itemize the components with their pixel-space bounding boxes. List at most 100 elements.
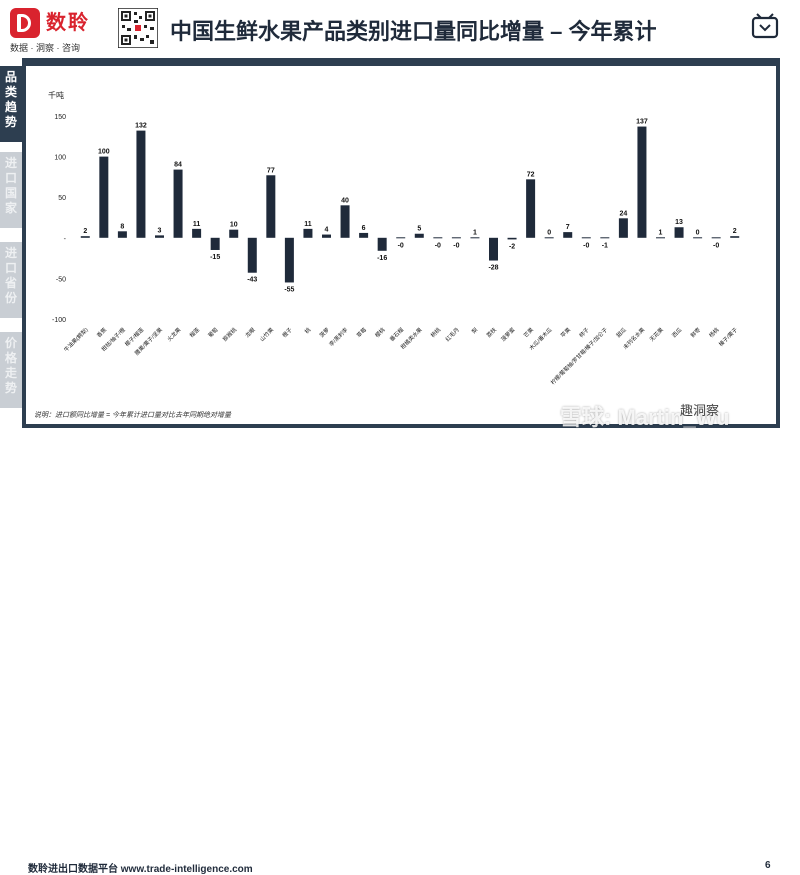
footer-platform-text[interactable]: 数聆进出口数据平台 www.trade-intelligence.com: [28, 864, 253, 875]
category-label: 红毛丹: [443, 325, 461, 343]
bar-value-label: 0: [696, 229, 700, 236]
side-tabs: 品类趋势 进口国家 进口省份 价格走势: [0, 66, 22, 428]
y-tick-label: 150: [54, 114, 66, 121]
value-labels-group: 2100813238411-1510-4377-55114406-16-05-0…: [83, 119, 736, 294]
category-label: 李/黑刺李: [327, 325, 350, 348]
bar-value-label: 8: [120, 223, 124, 230]
category-label: 牛油果(鳄梨): [62, 326, 90, 354]
bar: [618, 218, 628, 238]
y-axis-label: 千吨: [48, 90, 64, 100]
bar-value-label: -15: [210, 254, 220, 261]
category-label: 甜瓜: [614, 325, 628, 339]
bag-logo-icon: [751, 13, 779, 39]
y-axis-ticks: 150 100 50 - -50 -100: [52, 114, 67, 324]
header: 数聆 数据 · 洞察 · 咨询 中国生鲜水果产品类别进口量同比增量 – 今年累计: [0, 0, 800, 58]
bar-value-label: 4: [325, 227, 329, 234]
snowball-watermark: 雪球: Martin_Wu: [560, 405, 730, 430]
bar: [396, 237, 406, 239]
bar: [526, 179, 536, 238]
bar: [507, 237, 517, 240]
category-label: 西瓜: [671, 326, 684, 339]
bar: [377, 237, 387, 251]
bar-value-label: 2: [83, 228, 87, 235]
bar: [563, 232, 573, 238]
y-tick-label: -100: [52, 317, 66, 324]
bar-value-label: 72: [527, 171, 535, 178]
category-label: 菠萝: [317, 325, 331, 339]
qr-code-icon: [118, 8, 158, 48]
category-label: 菠萝蜜: [499, 325, 517, 343]
bar: [303, 228, 313, 238]
category-labels-group: 牛油果(鳄梨) 香蕉柑桔/柚子/橙椰子/榴莲腰果/栗子/坚果 火龙果 榴莲 葡萄 猕猴桃龙…: [62, 325, 739, 386]
bar-value-label: -0: [583, 242, 589, 249]
bar-value-label: -16: [377, 255, 387, 262]
brand-name: 数聆: [46, 12, 90, 34]
bar-value-label: 77: [267, 167, 275, 174]
bar: [451, 237, 461, 239]
bar-value-label: 11: [193, 221, 201, 228]
brand-logo-icon: [10, 8, 40, 38]
bar: [656, 237, 665, 239]
bar: [247, 237, 257, 273]
category-label: 无花果: [648, 325, 666, 343]
side-tab-price-trend[interactable]: 价格走势: [0, 332, 22, 408]
bar-value-label: 100: [98, 149, 110, 156]
category-label: 火龙果: [165, 325, 183, 343]
category-label: 榴莲: [188, 325, 202, 339]
bar: [489, 237, 498, 261]
bar-value-label: -0: [713, 242, 719, 249]
bar-value-label: 13: [675, 219, 683, 226]
bar-value-label: 11: [304, 221, 312, 228]
category-label: 鲜枣: [689, 325, 703, 339]
category-label: 桃: [303, 325, 313, 335]
category-label: 香蕉: [95, 325, 109, 339]
side-tab-import-country[interactable]: 进口国家: [0, 152, 22, 228]
bar-value-label: 2: [733, 228, 737, 235]
bar: [470, 237, 480, 239]
y-tick-label: 50: [58, 195, 66, 202]
category-label: 芒果: [522, 325, 536, 339]
bar-value-label: 5: [417, 226, 421, 233]
side-tab-import-province[interactable]: 进口省份: [0, 242, 22, 318]
bar: [600, 237, 610, 239]
bar-value-label: 40: [341, 197, 349, 204]
y-tick-label: -50: [56, 276, 66, 283]
page-number: 6: [765, 860, 771, 871]
bar-value-label: -2: [509, 243, 515, 250]
bar: [433, 237, 443, 239]
channel-watermark: 趣洞察: [680, 403, 720, 418]
category-label: 番石榴: [388, 325, 406, 343]
category-label: 草莓: [355, 325, 369, 339]
category-label: 樱桃: [373, 325, 387, 339]
bar: [192, 228, 202, 238]
bar: [693, 237, 703, 239]
bar-value-label: 1: [473, 229, 477, 236]
bar: [173, 169, 183, 238]
bars-group: [80, 126, 740, 283]
bar-value-label: -0: [435, 242, 441, 249]
bar-value-label: 10: [230, 222, 238, 229]
category-label: 榛子/栗子: [717, 325, 740, 348]
bar-value-label: 7: [566, 224, 570, 231]
bar-value-label: 6: [362, 225, 366, 232]
category-label: 柿子: [577, 325, 591, 339]
bar-value-label: -43: [247, 277, 257, 284]
bar-value-label: 0: [547, 229, 551, 236]
bar-value-label: -28: [488, 265, 498, 272]
category-label: 杨桃: [429, 325, 443, 339]
brand-tagline: 数据 · 洞察 · 咨询: [10, 43, 80, 53]
bar-value-label: -1: [602, 242, 608, 249]
y-tick-label: -: [64, 236, 67, 243]
bar: [637, 126, 647, 238]
category-label: 龙眼: [243, 325, 257, 339]
bar: [544, 237, 554, 239]
bar: [136, 130, 146, 238]
bar: [266, 175, 276, 238]
bar-value-label: 1: [659, 229, 663, 236]
bar: [80, 236, 90, 238]
bar: [359, 232, 369, 238]
side-tab-category-trend[interactable]: 品类趋势: [0, 66, 22, 142]
bar-value-label: 132: [135, 123, 147, 130]
category-label: 梨: [470, 325, 480, 335]
bar-value-label: -0: [398, 242, 404, 249]
